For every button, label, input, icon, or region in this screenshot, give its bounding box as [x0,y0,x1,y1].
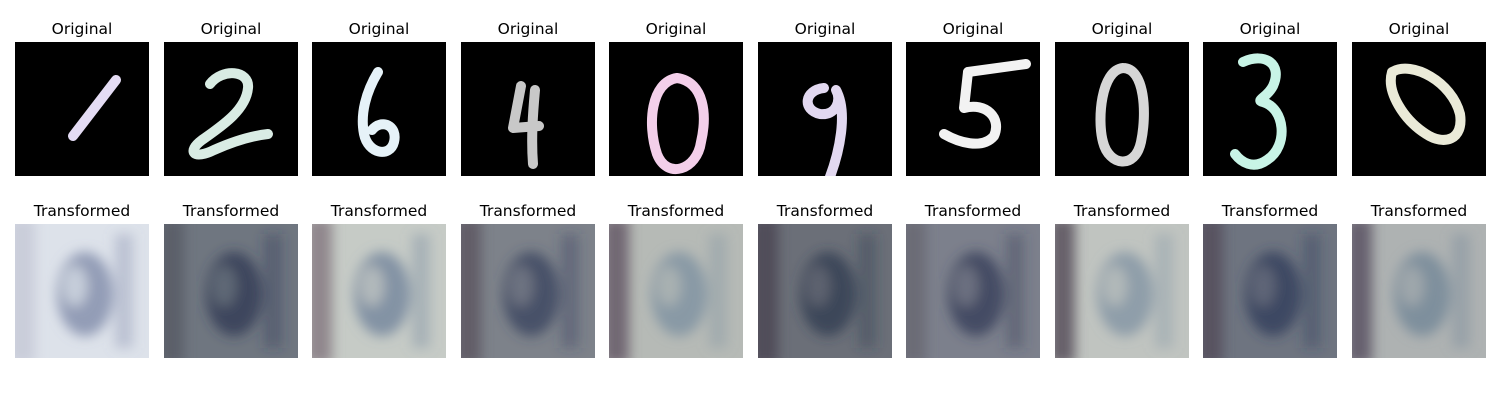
original-title-1: Original [51,20,113,38]
original-image-3 [312,42,446,176]
original-title-7: Original [942,20,1004,38]
transformed-image-3 [312,224,446,358]
original-title-6: Original [794,20,856,38]
transformed-image-8 [1055,224,1189,358]
transformed-image-7 [906,224,1040,358]
transformed-image-1 [15,224,149,358]
original-title-9: Original [1239,20,1301,38]
transformed-title-3: Transformed [330,202,428,220]
original-image-6 [758,42,892,176]
original-title-8: Original [1091,20,1153,38]
transformed-title-9: Transformed [1221,202,1319,220]
transformed-image-10 [1352,224,1486,358]
original-image-8 [1055,42,1189,176]
original-title-2: Original [200,20,262,38]
transformed-title-7: Transformed [924,202,1022,220]
original-image-4 [461,42,595,176]
transformed-title-8: Transformed [1073,202,1171,220]
transformed-title-4: Transformed [479,202,577,220]
original-image-10 [1352,42,1486,176]
original-image-1 [15,42,149,176]
transformed-title-6: Transformed [776,202,874,220]
original-image-9 [1203,42,1337,176]
transformed-title-1: Transformed [33,202,131,220]
original-image-5 [609,42,743,176]
transformed-image-2 [164,224,298,358]
original-title-3: Original [348,20,410,38]
original-title-4: Original [497,20,559,38]
transformed-title-5: Transformed [627,202,725,220]
transformed-title-2: Transformed [182,202,280,220]
original-image-2 [164,42,298,176]
transformed-image-5 [609,224,743,358]
transformed-image-9 [1203,224,1337,358]
original-title-5: Original [645,20,707,38]
original-image-7 [906,42,1040,176]
original-title-10: Original [1388,20,1450,38]
transformed-image-4 [461,224,595,358]
transformed-title-10: Transformed [1370,202,1468,220]
transformed-image-6 [758,224,892,358]
